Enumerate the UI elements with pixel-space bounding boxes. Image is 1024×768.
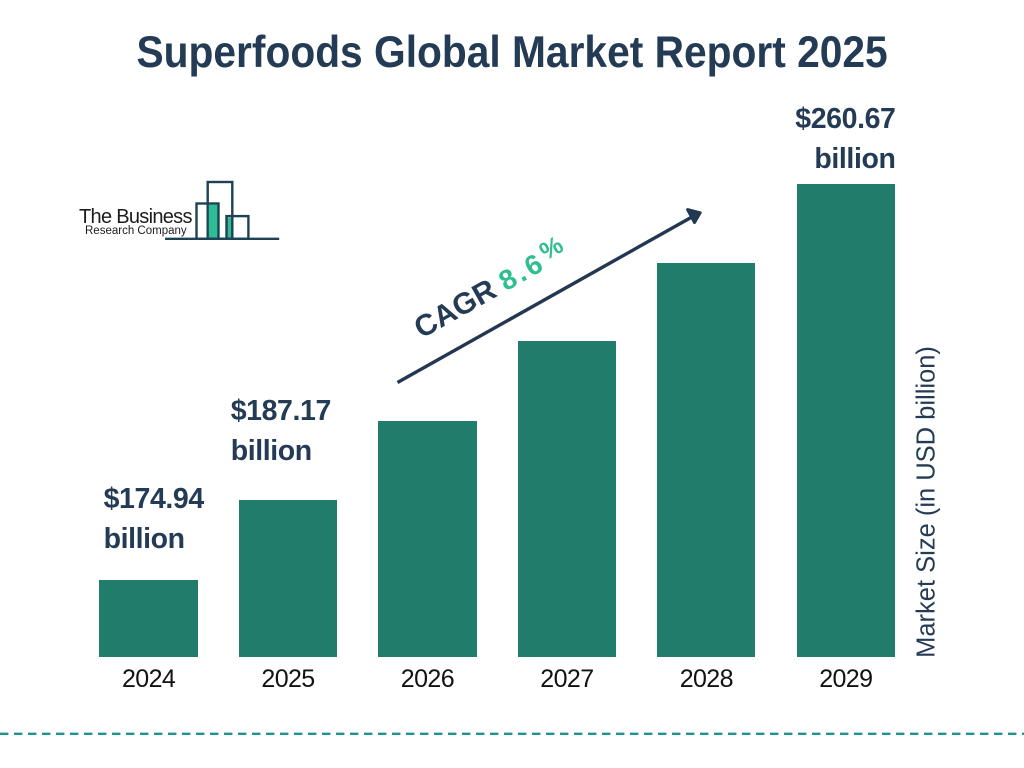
svg-text:Market Size (in USD billion): Market Size (in USD billion) [913,346,941,658]
svg-text:CAGR 8.6%: CAGR 8.6% [407,231,572,345]
